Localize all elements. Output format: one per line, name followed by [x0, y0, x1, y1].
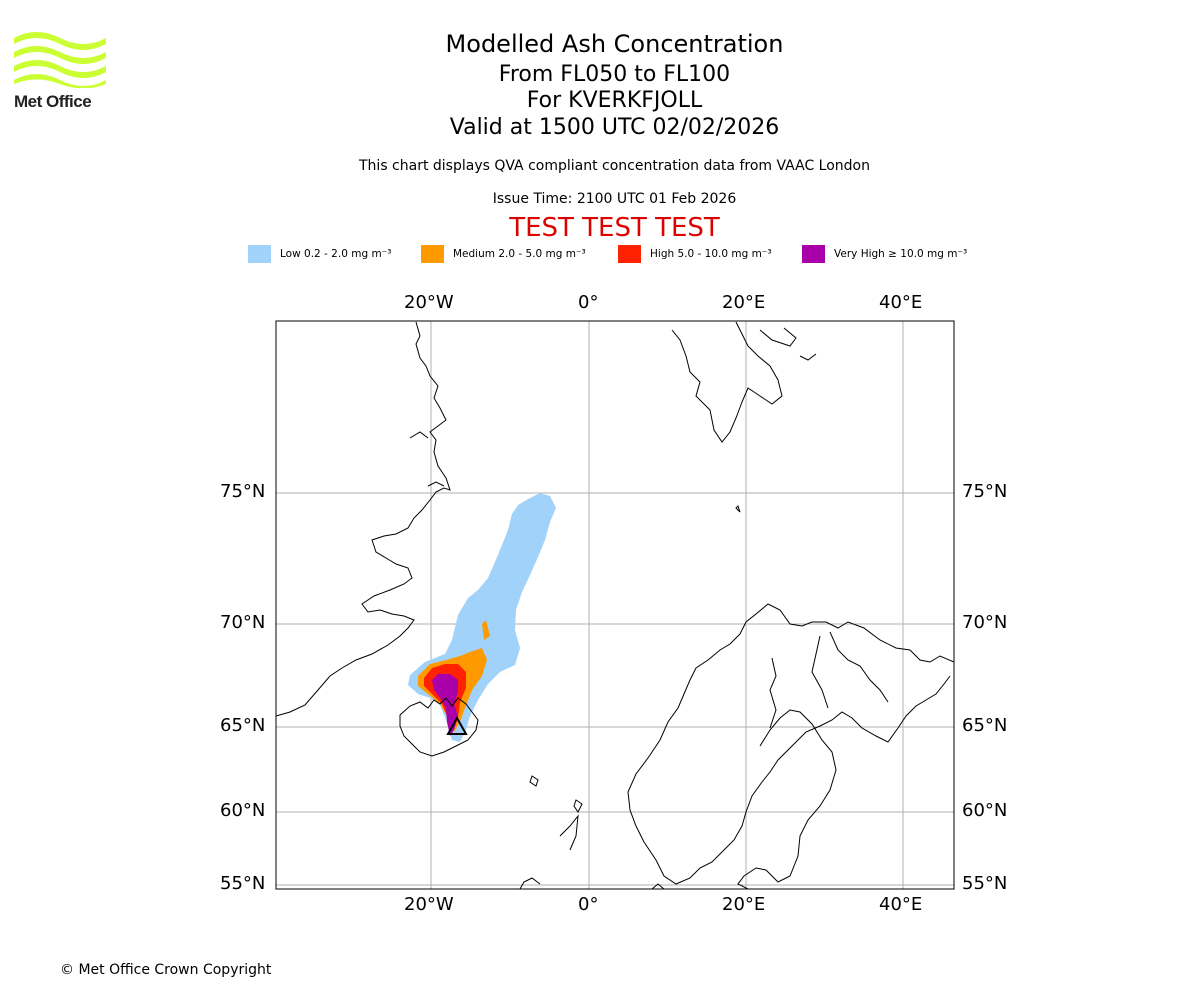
lat-tick-right-60n: 60°N — [962, 800, 1008, 821]
lat-tick-left-60n: 60°N — [220, 800, 266, 821]
ash-very-high-region — [432, 674, 458, 736]
volcano-marker-icon — [446, 715, 468, 735]
lon-tick-top-20w: 20°W — [404, 292, 454, 313]
map-frame — [275, 320, 955, 890]
legend-label-medium: Medium 2.0 - 5.0 mg m⁻³ — [453, 248, 586, 260]
ash-medium-spot — [482, 620, 490, 640]
lon-tick-top-20e: 20°E — [722, 292, 766, 313]
lat-tick-right-65n: 65°N — [962, 715, 1008, 736]
legend-item-medium: Medium 2.0 - 5.0 mg m⁻³ — [421, 244, 586, 264]
issue-time: Issue Time: 2100 UTC 01 Feb 2026 — [492, 191, 737, 207]
legend-item-high: High 5.0 - 10.0 mg m⁻³ — [618, 244, 772, 264]
lat-tick-left-55n: 55°N — [220, 873, 266, 894]
lon-tick-bottom-20e: 20°E — [722, 894, 766, 915]
lon-tick-top-0: 0° — [578, 292, 599, 313]
legend-swatch-high — [618, 245, 641, 263]
lat-tick-left-70n: 70°N — [220, 612, 266, 633]
chart-title: Modelled Ash Concentration — [445, 30, 784, 58]
lat-tick-right-70n: 70°N — [962, 612, 1008, 633]
test-banner: TEST TEST TEST — [509, 213, 720, 243]
legend-item-low: Low 0.2 - 2.0 mg m⁻³ — [248, 244, 391, 264]
lon-tick-bottom-40e: 40°E — [879, 894, 923, 915]
met-office-logo-text: Met Office — [14, 92, 92, 111]
legend-label-very-high: Very High ≥ 10.0 mg m⁻³ — [834, 248, 968, 260]
volcano-name: For KVERKFJOLL — [526, 88, 703, 113]
lat-tick-right-75n: 75°N — [962, 481, 1008, 502]
lon-tick-bottom-0: 0° — [578, 894, 599, 915]
coastlines — [276, 321, 954, 889]
lat-tick-left-75n: 75°N — [220, 481, 266, 502]
legend-swatch-low — [248, 245, 271, 263]
lon-tick-bottom-20w: 20°W — [404, 894, 454, 915]
lat-tick-left-65n: 65°N — [220, 715, 266, 736]
legend-label-high: High 5.0 - 10.0 mg m⁻³ — [650, 248, 772, 260]
legend-label-low: Low 0.2 - 2.0 mg m⁻³ — [280, 248, 392, 260]
legend-item-very-high: Very High ≥ 10.0 mg m⁻³ — [802, 244, 967, 264]
valid-time: Valid at 1500 UTC 02/02/2026 — [449, 115, 780, 140]
chart-description: This chart displays QVA compliant concen… — [359, 158, 870, 174]
gridlines — [276, 321, 954, 889]
legend-swatch-very-high — [802, 245, 825, 263]
lon-tick-top-40e: 40°E — [879, 292, 923, 313]
flight-levels: From FL050 to FL100 — [498, 62, 731, 87]
copyright: © Met Office Crown Copyright — [60, 962, 272, 978]
lat-tick-right-55n: 55°N — [962, 873, 1008, 894]
legend-swatch-medium — [421, 245, 444, 263]
met-office-logo — [14, 32, 106, 88]
